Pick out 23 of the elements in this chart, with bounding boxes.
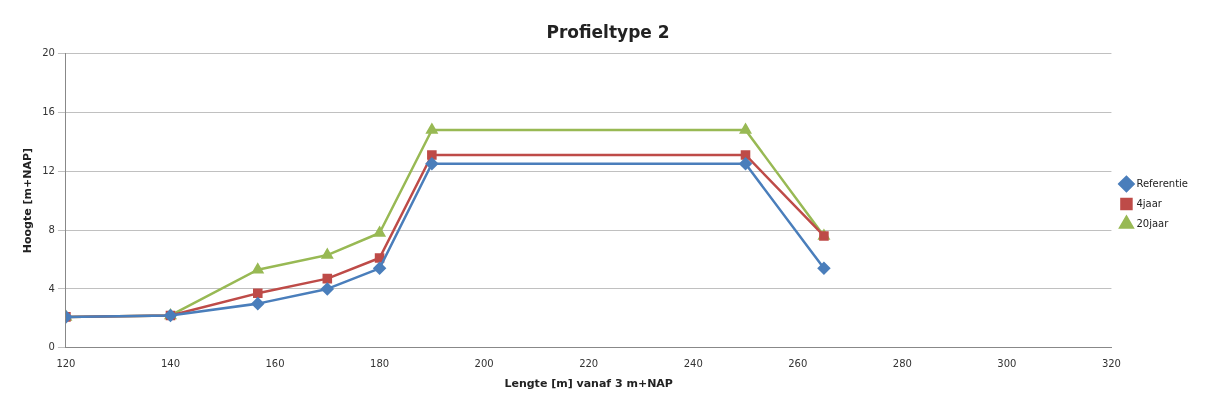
x-tick-label: 120 [56, 358, 76, 370]
x-tick-label: 160 [265, 358, 285, 370]
x-tick-label: 240 [683, 358, 703, 370]
y-axis-title: Hoogte [m+NAP] [21, 147, 35, 254]
x-tick-label: 260 [788, 358, 808, 370]
x-tick-label: 220 [579, 358, 599, 370]
x-tick-label: 320 [1101, 358, 1121, 370]
x-axis-title: Lengte [m] vanaf 3 m+NAP [504, 377, 673, 391]
y-tick-label: 8 [48, 223, 55, 235]
y-tick-label: 12 [42, 164, 55, 176]
chart-title: Profieltype 2 [546, 21, 670, 42]
legend-label: 4jaar [1136, 197, 1163, 209]
legend-label: Referentie [1136, 177, 1188, 189]
x-tick-label: 300 [997, 358, 1017, 370]
legend-label: 20jaar [1136, 217, 1170, 229]
x-tick-label: 280 [892, 358, 912, 370]
x-tick-label: 200 [474, 358, 494, 370]
x-tick-label: 180 [370, 358, 390, 370]
y-tick-label: 4 [48, 282, 55, 294]
y-tick-label: 0 [48, 341, 55, 353]
x-tick-label: 140 [160, 358, 181, 370]
y-tick-label: 16 [42, 105, 55, 117]
y-tick-label: 20 [42, 46, 55, 58]
